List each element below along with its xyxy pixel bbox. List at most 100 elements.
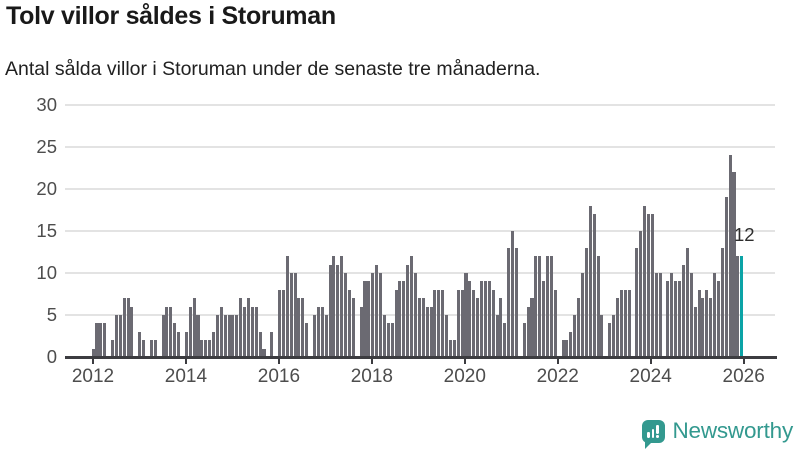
bar [239,298,243,357]
bar [417,298,421,357]
bar [580,273,585,357]
bar [569,331,573,357]
bar [596,256,600,357]
bar [285,256,289,357]
bar [499,298,503,357]
bar [577,298,581,357]
bar [169,306,173,357]
last-value-label: 12 [734,224,755,245]
newsworthy-logo-link[interactable]: Newsworthy [642,418,793,449]
bar [468,281,472,357]
bar [647,214,651,357]
bar [122,298,126,357]
bar [623,289,627,357]
speech-bubble-tail [645,442,653,449]
y-tick-label-5: 5 [46,304,57,325]
bar [297,298,301,357]
bar [142,340,146,357]
bar [573,315,577,357]
bar [464,273,468,357]
bar [507,247,511,357]
bar [627,289,631,357]
bar [600,315,604,357]
bar [709,298,713,357]
bar [406,264,410,357]
bar [184,331,188,357]
bar [410,256,414,357]
y-tick-label-25: 25 [36,136,57,157]
x-tick-2016 [277,357,280,364]
bar [592,214,596,357]
bar [258,331,262,357]
bar [254,306,258,357]
bar [165,306,169,357]
bar [476,298,480,357]
bar [445,315,449,357]
x-tick-2026 [742,357,745,364]
bar [433,289,437,357]
bar [375,264,379,357]
bar [491,289,495,357]
bar [608,323,612,357]
gridline-30 [65,104,775,106]
bar [114,315,118,357]
bar [720,247,724,357]
bar [219,306,223,357]
bar [522,323,526,357]
bar [472,289,476,357]
bar [542,281,546,357]
logo-bar-small [647,432,651,438]
x-tick-2020 [463,357,466,364]
x-tick-label-2018: 2018 [350,366,393,387]
x-tick-label-2012: 2012 [71,366,115,387]
x-axis-line [65,356,777,359]
bar [526,306,530,357]
bar [503,323,507,357]
bar [425,306,429,357]
bar [270,331,274,357]
bar [281,289,285,357]
bar [118,315,122,357]
x-tick-label-2014: 2014 [164,366,208,387]
x-tick-2014 [184,357,187,364]
bar [495,315,499,357]
x-tick-label-2026: 2026 [722,366,765,387]
bar [126,298,130,357]
y-tick-label-0: 0 [46,346,57,367]
x-tick-label-2016: 2016 [257,366,301,387]
bar [196,315,200,357]
bar [153,340,157,357]
bar [480,281,484,357]
bar [584,247,588,357]
bar [511,231,515,357]
bar [678,281,682,357]
x-tick-label-2020: 2020 [443,366,486,387]
bar [130,306,134,357]
logo-exclamation-dot [656,435,659,438]
bar [208,340,212,357]
bar [95,323,99,357]
bar [697,289,701,357]
bar [460,289,464,357]
bar [487,281,491,357]
y-tick-label-10: 10 [36,262,57,283]
bar [99,323,103,357]
bar [215,315,219,357]
bar [91,348,95,357]
bar [441,289,445,357]
bar [235,315,239,357]
bar [386,323,390,357]
bar [402,281,406,357]
y-tick-label-30: 30 [36,94,57,115]
bar [305,323,309,357]
gridline-25 [65,146,775,148]
bar [316,306,320,357]
bar [243,306,247,357]
bar [312,315,317,357]
bar [674,281,678,357]
bar [685,247,689,357]
newsworthy-speech-bubble-barchart-icon [642,420,666,449]
bar [701,298,705,357]
bar [363,281,367,357]
